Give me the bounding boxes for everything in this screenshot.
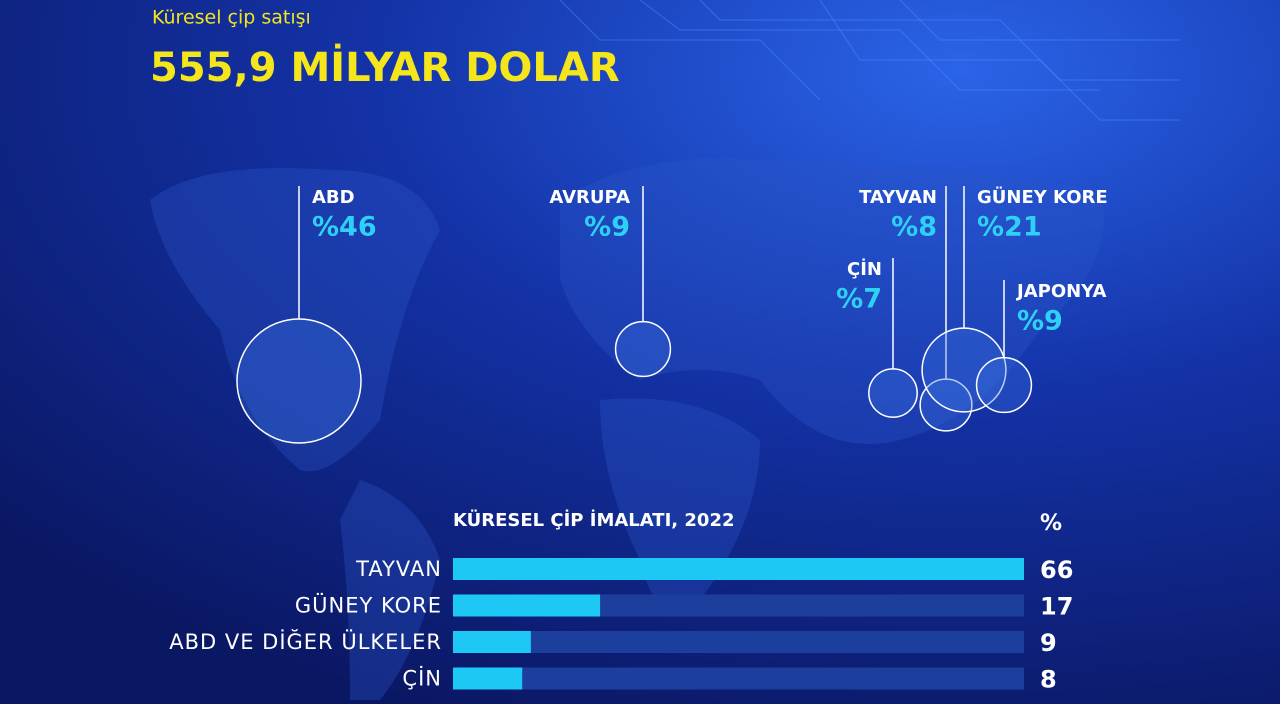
bar [453, 667, 523, 690]
region-label: AVRUPA [549, 187, 630, 208]
bar-track [453, 667, 1024, 690]
bubble [236, 318, 362, 444]
bubble-map: ABD %46 AVRUPA %9 TAYVAN %8 GÜNEY KORE %21 ÇİN %7… [236, 186, 1108, 444]
bar-chart-title: KÜRESEL ÇİP İMALATI, 2022 [453, 509, 735, 531]
region-label: JAPONYA [1015, 281, 1106, 302]
bar [453, 594, 601, 617]
region-value: %9 [1017, 306, 1063, 337]
bar [453, 631, 531, 653]
region-value: %8 [891, 212, 937, 243]
bar-value: 17 [1040, 593, 1073, 621]
bubble [868, 368, 918, 418]
bar-category: ÇİN [402, 666, 442, 691]
region-value: %21 [977, 212, 1042, 243]
bar-chart: KÜRESEL ÇİP İMALATI, 2022 % TAYVAN 66 GÜNEY … [169, 509, 1073, 694]
region-label: ÇİN [847, 258, 882, 280]
region-value: %9 [584, 212, 630, 243]
bar [453, 558, 1024, 580]
bar-value: 8 [1040, 666, 1057, 694]
bubble [614, 320, 672, 378]
region-label: ABD [312, 187, 355, 208]
bubble [919, 378, 973, 432]
bubble [975, 356, 1033, 414]
region-value: %46 [312, 212, 377, 243]
circuit-decoration [559, 0, 1180, 121]
bubble [921, 327, 1007, 413]
bar-value: 9 [1040, 629, 1057, 657]
header-title: Küresel çip satışı [152, 7, 311, 29]
bar-value: 66 [1040, 556, 1073, 584]
region-label: GÜNEY KORE [977, 186, 1108, 208]
region-label: TAYVAN [859, 187, 937, 208]
bar-category: ABD VE DİĞER ÜLKELER [169, 629, 442, 654]
bar-category: TAYVAN [355, 557, 442, 581]
bar-category: GÜNEY KORE [295, 593, 442, 618]
bar-track [453, 631, 1024, 653]
region-value: %7 [836, 284, 882, 315]
unit-label: % [1040, 511, 1062, 536]
header-total: 555,9 MİLYAR DOLAR [150, 43, 620, 91]
